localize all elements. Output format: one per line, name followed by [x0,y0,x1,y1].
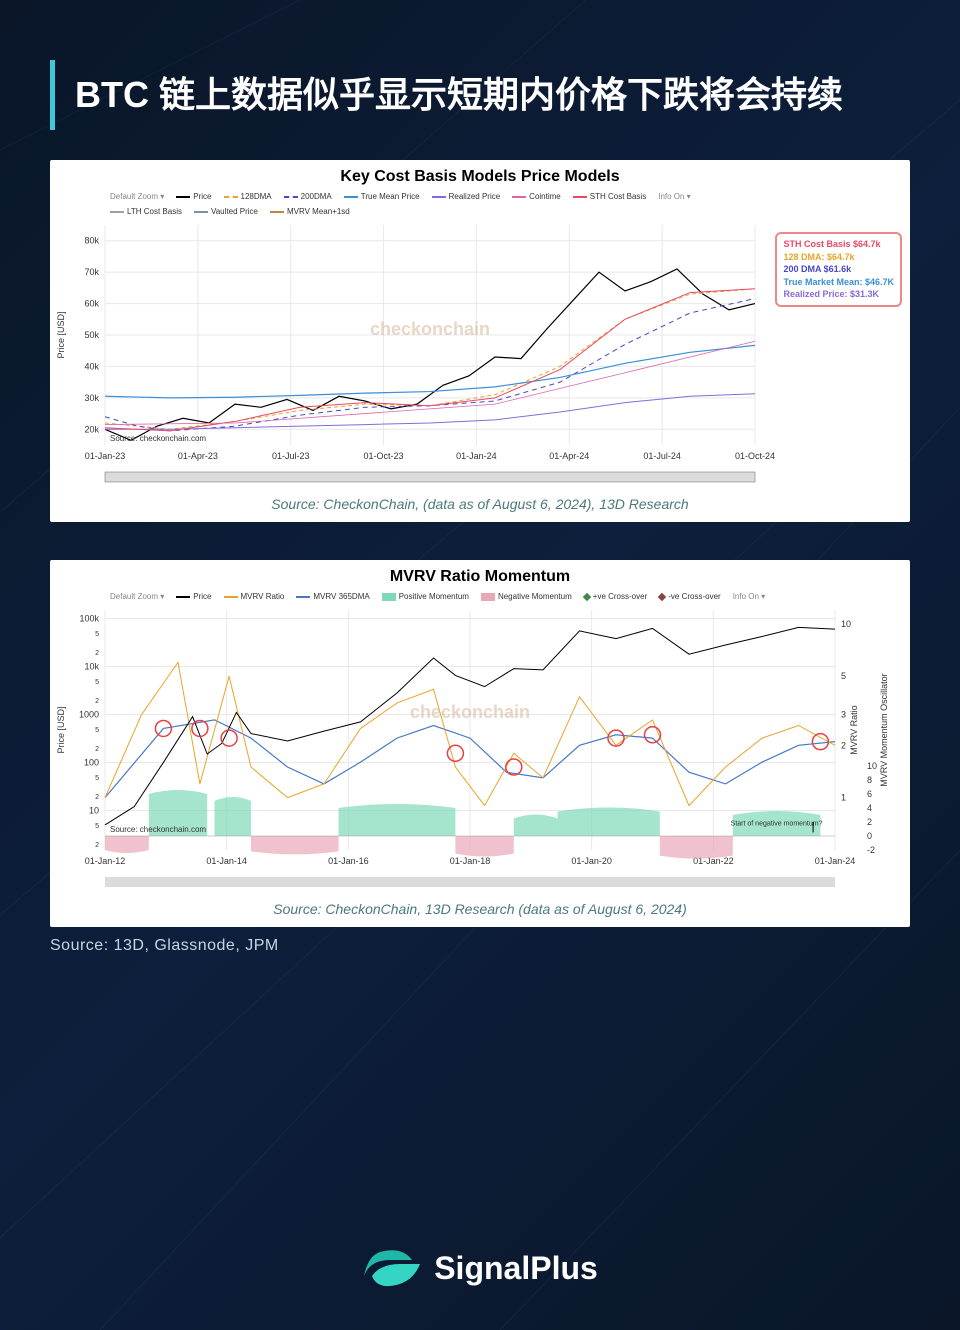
svg-text:2: 2 [95,698,99,705]
chart1-source: Source: CheckonChain, (data as of August… [50,490,910,522]
chart1-card: Key Cost Basis Models Price Models Defau… [50,160,910,522]
svg-text:Source: checkonchain.com: Source: checkonchain.com [110,825,206,834]
svg-text:30k: 30k [84,393,99,403]
svg-text:100k: 100k [79,613,99,623]
svg-text:1: 1 [841,793,846,803]
svg-text:5: 5 [95,775,99,782]
svg-text:80k: 80k [84,236,99,246]
svg-text:Price [USD]: Price [USD] [56,706,66,753]
svg-text:2: 2 [867,817,872,827]
chart2-card: MVRV Ratio Momentum Default Zoom ▾PriceM… [50,560,910,927]
svg-text:2: 2 [95,746,99,753]
svg-text:60k: 60k [84,299,99,309]
svg-text:01-Jul-23: 01-Jul-23 [272,451,310,461]
svg-text:01-Jan-24: 01-Jan-24 [815,856,856,866]
svg-text:-2: -2 [867,845,875,855]
chart2-svg: 10251002510002510k25100k2501-Jan-1201-Ja… [50,605,910,895]
svg-text:20k: 20k [84,424,99,434]
svg-text:50k: 50k [84,330,99,340]
svg-text:8: 8 [867,775,872,785]
svg-text:checkonchain: checkonchain [370,319,490,339]
svg-text:0: 0 [867,831,872,841]
svg-text:2: 2 [95,794,99,801]
svg-text:checkonchain: checkonchain [410,702,530,722]
svg-text:5: 5 [841,671,846,681]
chart1-legend-bottom: LTH Cost BasisVaulted PriceMVRV Mean+1sd [50,205,910,220]
chart1-callout: STH Cost Basis $64.7k128 DMA: $64.7k200 … [775,232,902,307]
svg-text:5: 5 [95,727,99,734]
svg-text:5: 5 [95,679,99,686]
svg-text:2: 2 [95,650,99,657]
svg-text:5: 5 [95,823,99,830]
svg-text:01-Oct-23: 01-Oct-23 [364,451,404,461]
svg-text:01-Jan-16: 01-Jan-16 [328,856,369,866]
svg-text:1000: 1000 [79,709,99,719]
brand-logo: SignalPlus [0,1246,960,1290]
source-line: Source: 13D, Glassnode, JPM [50,937,960,955]
chart2-source: Source: CheckonChain, 13D Research (data… [50,895,910,927]
svg-text:Source: checkonchain.com: Source: checkonchain.com [110,434,206,443]
svg-text:100: 100 [84,757,99,767]
title-block: BTC 链上数据似乎显示短期内价格下跌将会持续 [50,60,910,130]
chart2-title: MVRV Ratio Momentum [50,560,910,590]
svg-text:3: 3 [841,710,846,720]
svg-text:10: 10 [867,761,877,771]
svg-text:40k: 40k [84,361,99,371]
chart2-wrap: 10251002510002510k25100k2501-Jan-1201-Ja… [50,605,910,895]
svg-text:6: 6 [867,789,872,799]
svg-text:10: 10 [841,619,851,629]
svg-text:70k: 70k [84,267,99,277]
chart2-legend: Default Zoom ▾PriceMVRV RatioMVRV 365DMA… [50,590,910,605]
svg-text:01-Jan-20: 01-Jan-20 [571,856,612,866]
svg-text:01-Apr-24: 01-Apr-24 [549,451,589,461]
content: BTC 链上数据似乎显示短期内价格下跌将会持续 Key Cost Basis M… [0,0,960,927]
svg-text:MVRV Momentum Oscillator: MVRV Momentum Oscillator [879,673,889,786]
svg-text:01-Jan-14: 01-Jan-14 [206,856,247,866]
brand-icon [362,1246,422,1290]
svg-text:2: 2 [841,740,846,750]
svg-text:4: 4 [867,803,872,813]
svg-text:01-Jan-24: 01-Jan-24 [456,451,497,461]
svg-text:Price [USD]: Price [USD] [56,311,66,358]
svg-text:5: 5 [95,631,99,638]
chart1-wrap: 20k 30k 40k 50k 60k 70k 80k 01-Jan-23 01-Apr-23 0… [50,220,910,490]
brand-text: SignalPlus [434,1250,598,1287]
svg-text:01-Apr-23: 01-Apr-23 [178,451,218,461]
svg-text:10k: 10k [84,661,99,671]
svg-text:01-Oct-24: 01-Oct-24 [735,451,775,461]
svg-text:MVRV Ratio: MVRV Ratio [849,705,859,754]
svg-text:2: 2 [95,842,99,849]
svg-text:01-Jul-24: 01-Jul-24 [643,451,681,461]
svg-text:01-Jan-18: 01-Jan-18 [450,856,491,866]
svg-text:Start of negative momentum?: Start of negative momentum? [731,821,823,828]
page-title: BTC 链上数据似乎显示短期内价格下跌将会持续 [75,68,910,122]
svg-text:01-Jan-23: 01-Jan-23 [85,451,126,461]
svg-text:10: 10 [89,805,99,815]
svg-text:01-Jan-12: 01-Jan-12 [85,856,126,866]
chart1-title: Key Cost Basis Models Price Models [50,160,910,190]
chart1-legend-top: Default Zoom ▾Price128DMA200DMATrue Mean… [50,190,910,205]
